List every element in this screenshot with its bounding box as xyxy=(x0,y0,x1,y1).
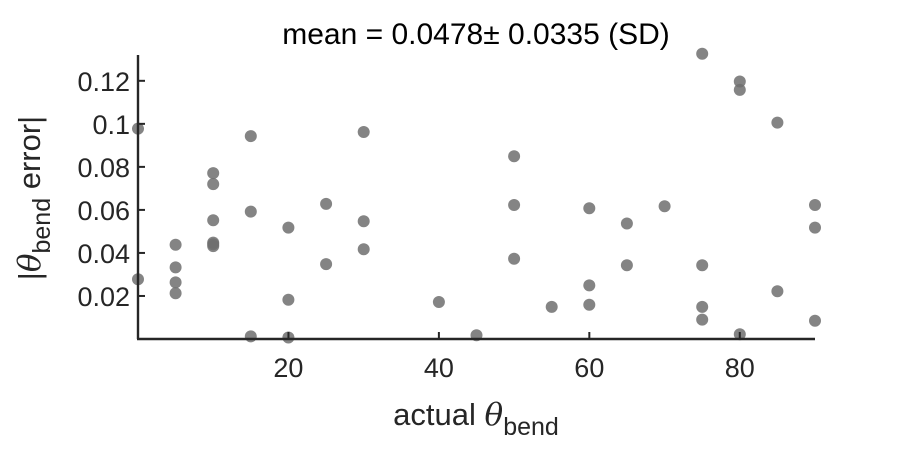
y-tick-label-5: 0.12 xyxy=(77,67,130,97)
chart-title: mean = 0.0478± 0.0335 (SD) xyxy=(282,18,670,51)
data-point-44 xyxy=(809,199,821,211)
y-axis-label-subscript: bend xyxy=(28,198,56,254)
x-tick-label-1: 40 xyxy=(424,353,454,383)
data-point-34 xyxy=(658,200,671,213)
data-point-43 xyxy=(771,285,784,298)
data-point-40 xyxy=(733,83,746,96)
x-tick-label-2: 60 xyxy=(574,353,604,383)
data-point-46 xyxy=(809,314,821,327)
data-point-16 xyxy=(282,293,295,306)
data-point-32 xyxy=(620,217,633,230)
data-point-37 xyxy=(696,300,709,313)
x-axis-label: actual θbend xyxy=(393,397,559,441)
y-tick-label-4: 0.1 xyxy=(92,110,130,140)
y-tick-label-2: 0.06 xyxy=(77,196,130,226)
x-axis-label-subscript: bend xyxy=(503,413,559,441)
data-point-29 xyxy=(583,202,596,215)
data-point-45 xyxy=(809,221,821,234)
data-point-31 xyxy=(583,298,596,311)
data-point-19 xyxy=(320,258,333,271)
data-point-25 xyxy=(508,150,521,163)
data-point-4 xyxy=(169,276,182,289)
data-point-28 xyxy=(545,300,558,313)
x-axis-label-main: actual xyxy=(393,397,484,432)
data-point-2 xyxy=(169,238,182,251)
data-point-35 xyxy=(696,47,709,60)
data-point-12 xyxy=(244,130,257,143)
data-point-15 xyxy=(282,221,295,234)
data-point-38 xyxy=(696,313,709,326)
x-tick-label-3: 80 xyxy=(725,353,755,383)
data-point-27 xyxy=(508,252,521,265)
y-ticks: 0.02 0.04 0.06 0.08 0.1 0.12 xyxy=(77,67,145,312)
data-point-18 xyxy=(320,197,333,210)
data-point-3 xyxy=(169,261,182,274)
y-tick-label-1: 0.04 xyxy=(77,239,130,269)
data-point-14 xyxy=(244,330,257,343)
y-axis-label: |θbend error| xyxy=(12,116,56,280)
data-point-39 xyxy=(733,75,746,88)
data-point-23 xyxy=(432,296,445,308)
data-point-6 xyxy=(207,167,220,180)
data-point-22 xyxy=(357,243,370,256)
y-axis-label-prefix: | xyxy=(12,272,47,280)
data-point-26 xyxy=(508,199,521,211)
data-point-33 xyxy=(620,259,633,272)
data-point-21 xyxy=(357,215,370,228)
x-tick-label-0: 20 xyxy=(273,353,303,383)
y-axis-label-symbol: θ xyxy=(12,253,48,272)
data-point-30 xyxy=(583,279,596,292)
data-point-5 xyxy=(169,287,182,300)
data-point-7 xyxy=(207,178,220,191)
data-points xyxy=(132,47,821,344)
data-point-11 xyxy=(207,240,220,253)
y-axis-label-suffix: error| xyxy=(12,116,47,198)
y-tick-label-3: 0.08 xyxy=(77,153,130,183)
data-point-8 xyxy=(207,214,220,227)
y-tick-label-0: 0.02 xyxy=(77,282,130,312)
data-point-42 xyxy=(771,116,784,129)
data-point-13 xyxy=(244,205,257,218)
x-axis-label-symbol: θ xyxy=(485,397,504,433)
x-ticks: 20 40 60 80 xyxy=(273,332,755,383)
data-point-20 xyxy=(357,126,370,138)
data-point-36 xyxy=(696,259,709,272)
